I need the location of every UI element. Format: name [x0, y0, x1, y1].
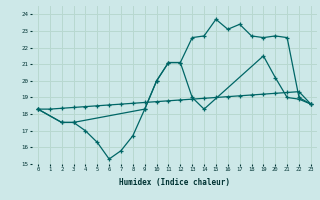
- X-axis label: Humidex (Indice chaleur): Humidex (Indice chaleur): [119, 178, 230, 187]
